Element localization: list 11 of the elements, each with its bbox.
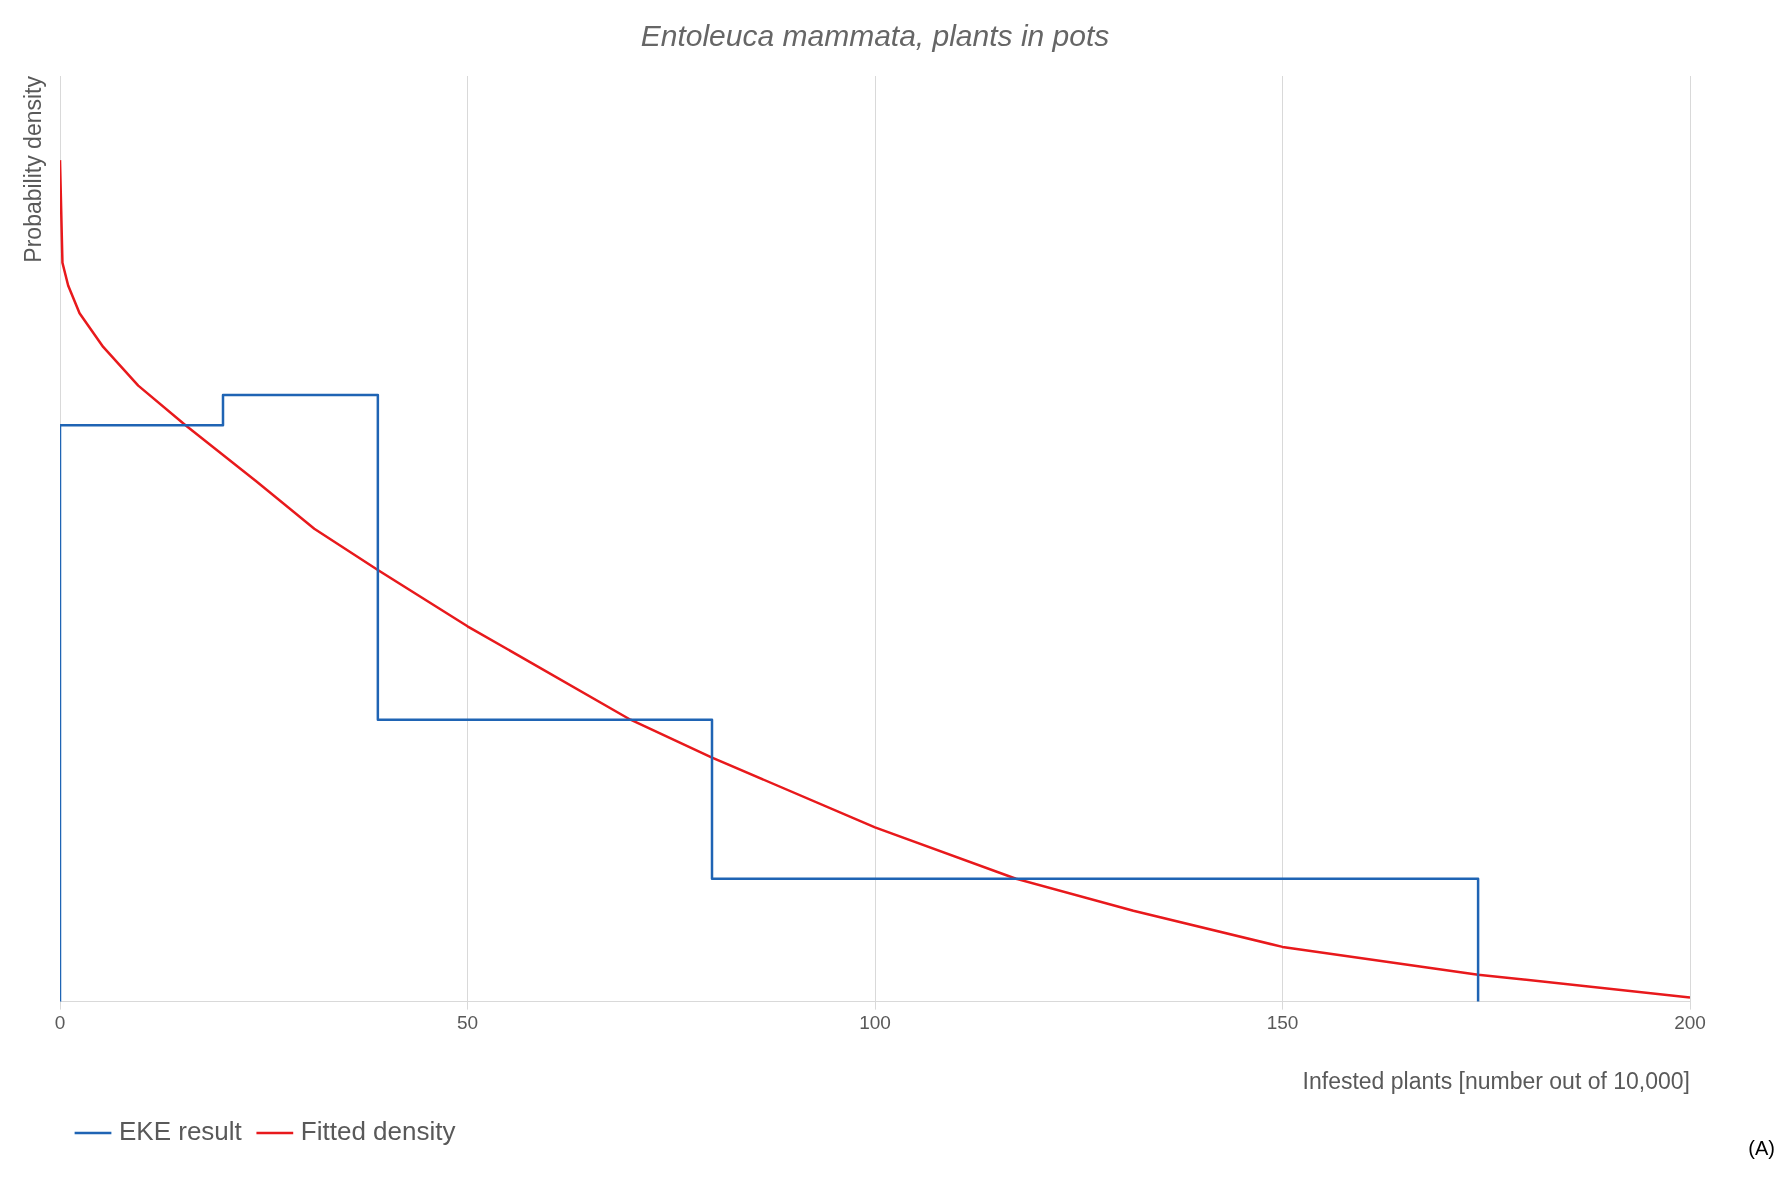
x-tick-label: 150 — [1266, 1012, 1299, 1034]
x-tick-label: 50 — [456, 1012, 479, 1034]
x-tick-label: 200 — [1674, 1012, 1706, 1034]
y-axis-title: Probability density — [19, 75, 46, 263]
x-tick-label: 0 — [54, 1012, 66, 1034]
legend-label: Fitted density — [300, 1116, 456, 1147]
x-tick-label: 100 — [859, 1012, 891, 1034]
x-axis-title: Infested plants [number out of 10,000] — [1302, 1067, 1690, 1094]
text: (A) — [1748, 1137, 1775, 1160]
legend-label: EKE result — [119, 1116, 243, 1147]
chart-title: Entoleuca mammata, plants in pots — [640, 19, 1110, 53]
